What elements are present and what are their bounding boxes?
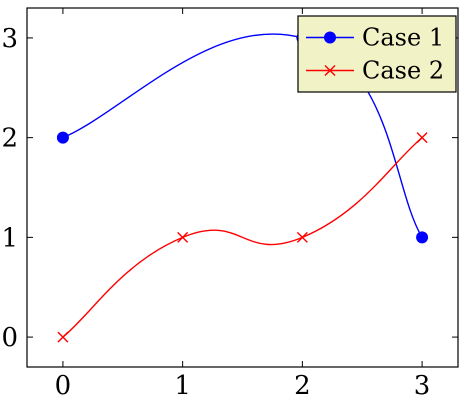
plot-frame: [26, 7, 459, 368]
legend-label: Case 2: [362, 57, 444, 85]
series-2: [57, 132, 428, 343]
legend-marker: [324, 65, 336, 76]
legend-box: [297, 15, 457, 93]
data-point: [57, 331, 69, 343]
data-point: [416, 132, 428, 144]
data-point-stroke: [296, 231, 308, 243]
data-point: [177, 231, 189, 243]
legend-label: Case 1: [362, 24, 444, 52]
legend-marker: [324, 31, 336, 44]
data-point-stroke: [416, 132, 428, 144]
legend-entry: Case 1: [306, 24, 444, 52]
ticks-layer: 0 1 2 3 0 1 2 3: [1, 8, 458, 400]
x-tick-label: 0: [55, 371, 72, 400]
data-point: [416, 231, 429, 244]
y-tick-label: 0: [1, 323, 18, 353]
x-tick-label: 2: [294, 371, 311, 400]
legend: Case 1 Case 2: [297, 15, 457, 93]
x-tick-label: 3: [414, 371, 431, 400]
y-tick-label: 2: [1, 124, 18, 154]
x-tick-label: 1: [174, 371, 191, 400]
data-point: [296, 231, 308, 243]
data-point-stroke: [177, 231, 189, 243]
data-point-stroke: [57, 331, 69, 343]
y-tick-label: 3: [1, 24, 18, 54]
legend-entry: Case 2: [306, 57, 444, 85]
data-point: [56, 131, 69, 144]
y-tick-label: 1: [1, 223, 18, 253]
series-line: [62, 137, 423, 338]
